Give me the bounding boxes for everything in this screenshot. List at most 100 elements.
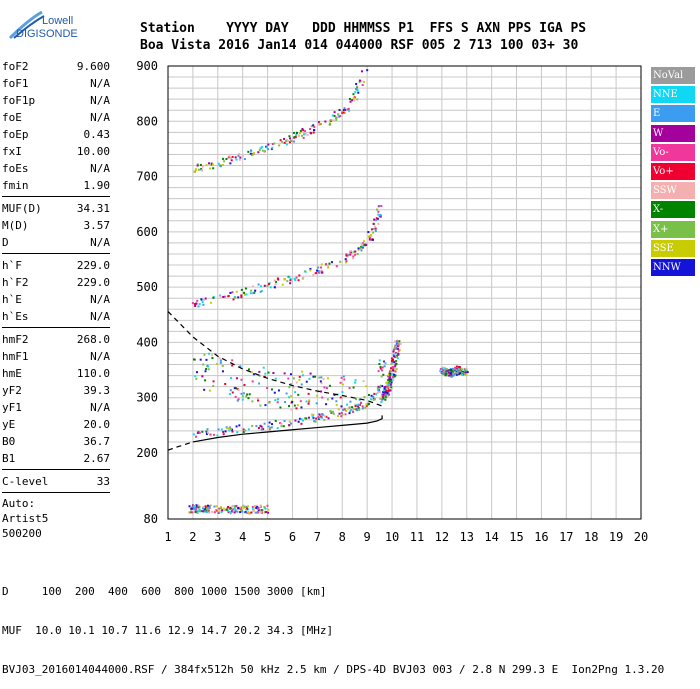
echo-point: [364, 243, 367, 246]
echo-point: [285, 143, 288, 146]
echo-point: [442, 369, 445, 372]
param-row: foF1p N/A: [2, 92, 110, 109]
echo-point: [219, 359, 222, 362]
echo-point: [464, 371, 467, 374]
echo-point: [257, 427, 260, 430]
echo-point: [276, 401, 279, 404]
echo-point: [342, 111, 345, 114]
echo-point: [269, 286, 272, 289]
echo-point: [346, 108, 349, 111]
echo-point: [226, 507, 229, 510]
echo-point: [260, 504, 263, 507]
param-label: fxI: [2, 145, 22, 158]
echo-point: [204, 297, 207, 300]
param-row: foF2 9.600: [2, 58, 110, 75]
echo-point: [340, 411, 343, 414]
echo-point: [447, 374, 450, 377]
echo-point: [380, 396, 383, 399]
echo-point: [352, 255, 355, 258]
echo-point: [337, 408, 340, 411]
echo-point: [339, 396, 342, 399]
echo-point: [288, 141, 291, 144]
echo-point: [354, 250, 357, 253]
echo-point: [229, 426, 232, 429]
param-value: N/A: [90, 236, 110, 249]
echo-point: [312, 131, 315, 134]
echo-point: [392, 355, 395, 358]
echo-point: [231, 430, 234, 433]
echo-point: [340, 415, 343, 418]
echo-point: [373, 392, 376, 395]
param-row: foEp 0.43: [2, 126, 110, 143]
echo-point: [344, 258, 347, 261]
echo-point: [381, 398, 384, 401]
echo-point: [207, 365, 210, 368]
echo-point: [335, 265, 338, 268]
echo-point: [378, 391, 381, 394]
echo-point: [198, 508, 201, 511]
echo-point: [224, 430, 227, 433]
echo-point: [342, 375, 345, 378]
echo-point: [361, 246, 364, 249]
echo-point: [208, 511, 211, 514]
x-tick-label: 14: [484, 530, 498, 544]
echo-point: [295, 132, 298, 135]
echo-point: [354, 253, 357, 256]
echo-point: [256, 507, 259, 510]
echo-point: [260, 425, 263, 428]
echo-point: [451, 367, 454, 370]
echo-point: [231, 391, 234, 394]
echo-point: [294, 136, 297, 139]
logo-line1: Lowell: [42, 15, 73, 27]
echo-point: [268, 401, 271, 404]
echo-point: [357, 248, 360, 251]
echo-point: [248, 393, 251, 396]
echo-point: [255, 507, 258, 510]
x-tick-label: 12: [435, 530, 449, 544]
param-label: foF2: [2, 60, 29, 73]
echo-point: [376, 392, 379, 395]
echo-point: [341, 413, 344, 416]
echo-point: [208, 352, 211, 355]
echo-point: [456, 371, 459, 374]
echo-point: [242, 392, 245, 395]
param-value: N/A: [90, 293, 110, 306]
echo-point: [340, 376, 343, 379]
echo-point: [390, 367, 393, 370]
echo-point: [328, 262, 331, 265]
echo-point: [361, 242, 364, 245]
echo-point: [271, 143, 274, 146]
echo-point: [196, 164, 199, 167]
echo-point: [201, 430, 204, 433]
echo-point: [318, 122, 321, 125]
echo-points: [188, 69, 469, 515]
echo-point: [288, 396, 291, 399]
y-tick-label: 900: [136, 59, 158, 73]
echo-point: [301, 370, 304, 373]
echo-point: [280, 422, 283, 425]
echo-point: [233, 505, 236, 508]
echo-point: [320, 266, 323, 269]
echo-point: [274, 419, 277, 422]
echo-point: [363, 396, 366, 399]
echo-point: [458, 372, 461, 375]
plot-frame: [167, 65, 642, 520]
echo-point: [335, 403, 338, 406]
echo-point: [264, 404, 267, 407]
auto-method: Artist5: [2, 512, 49, 525]
echo-point: [191, 506, 194, 509]
echo-point: [370, 228, 373, 231]
echo-point: [195, 302, 198, 305]
echo-point: [241, 395, 244, 398]
echo-point: [381, 366, 384, 369]
echo-point: [295, 407, 298, 410]
echo-point: [238, 152, 241, 155]
echo-point: [207, 509, 210, 512]
param-label: C-level: [2, 475, 49, 488]
echo-point: [238, 424, 241, 427]
echo-point: [395, 360, 398, 363]
param-row: hmE 110.0: [2, 365, 110, 382]
echo-point: [382, 393, 385, 396]
echo-point: [271, 423, 274, 426]
echo-point: [320, 390, 323, 393]
